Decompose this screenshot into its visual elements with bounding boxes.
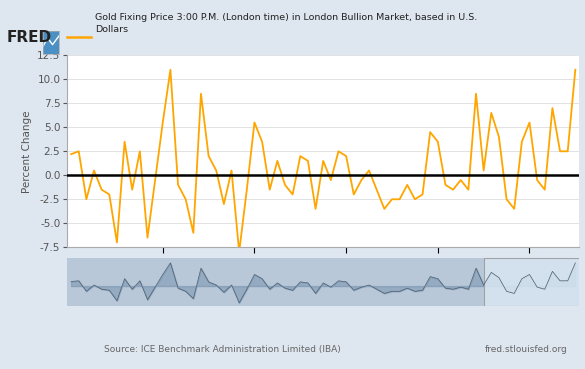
Text: Gold Fixing Price 3:00 P.M. (London time) in London Bullion Market, based in U.S: Gold Fixing Price 3:00 P.M. (London time… <box>95 13 477 34</box>
Text: Source: ICE Benchmark Administration Limited (IBA): Source: ICE Benchmark Administration Lim… <box>104 345 340 354</box>
Text: FRED: FRED <box>7 30 52 45</box>
Text: fred.stlouisfed.org: fred.stlouisfed.org <box>485 345 567 354</box>
Y-axis label: Percent Change: Percent Change <box>22 110 32 193</box>
Bar <box>484 258 583 306</box>
